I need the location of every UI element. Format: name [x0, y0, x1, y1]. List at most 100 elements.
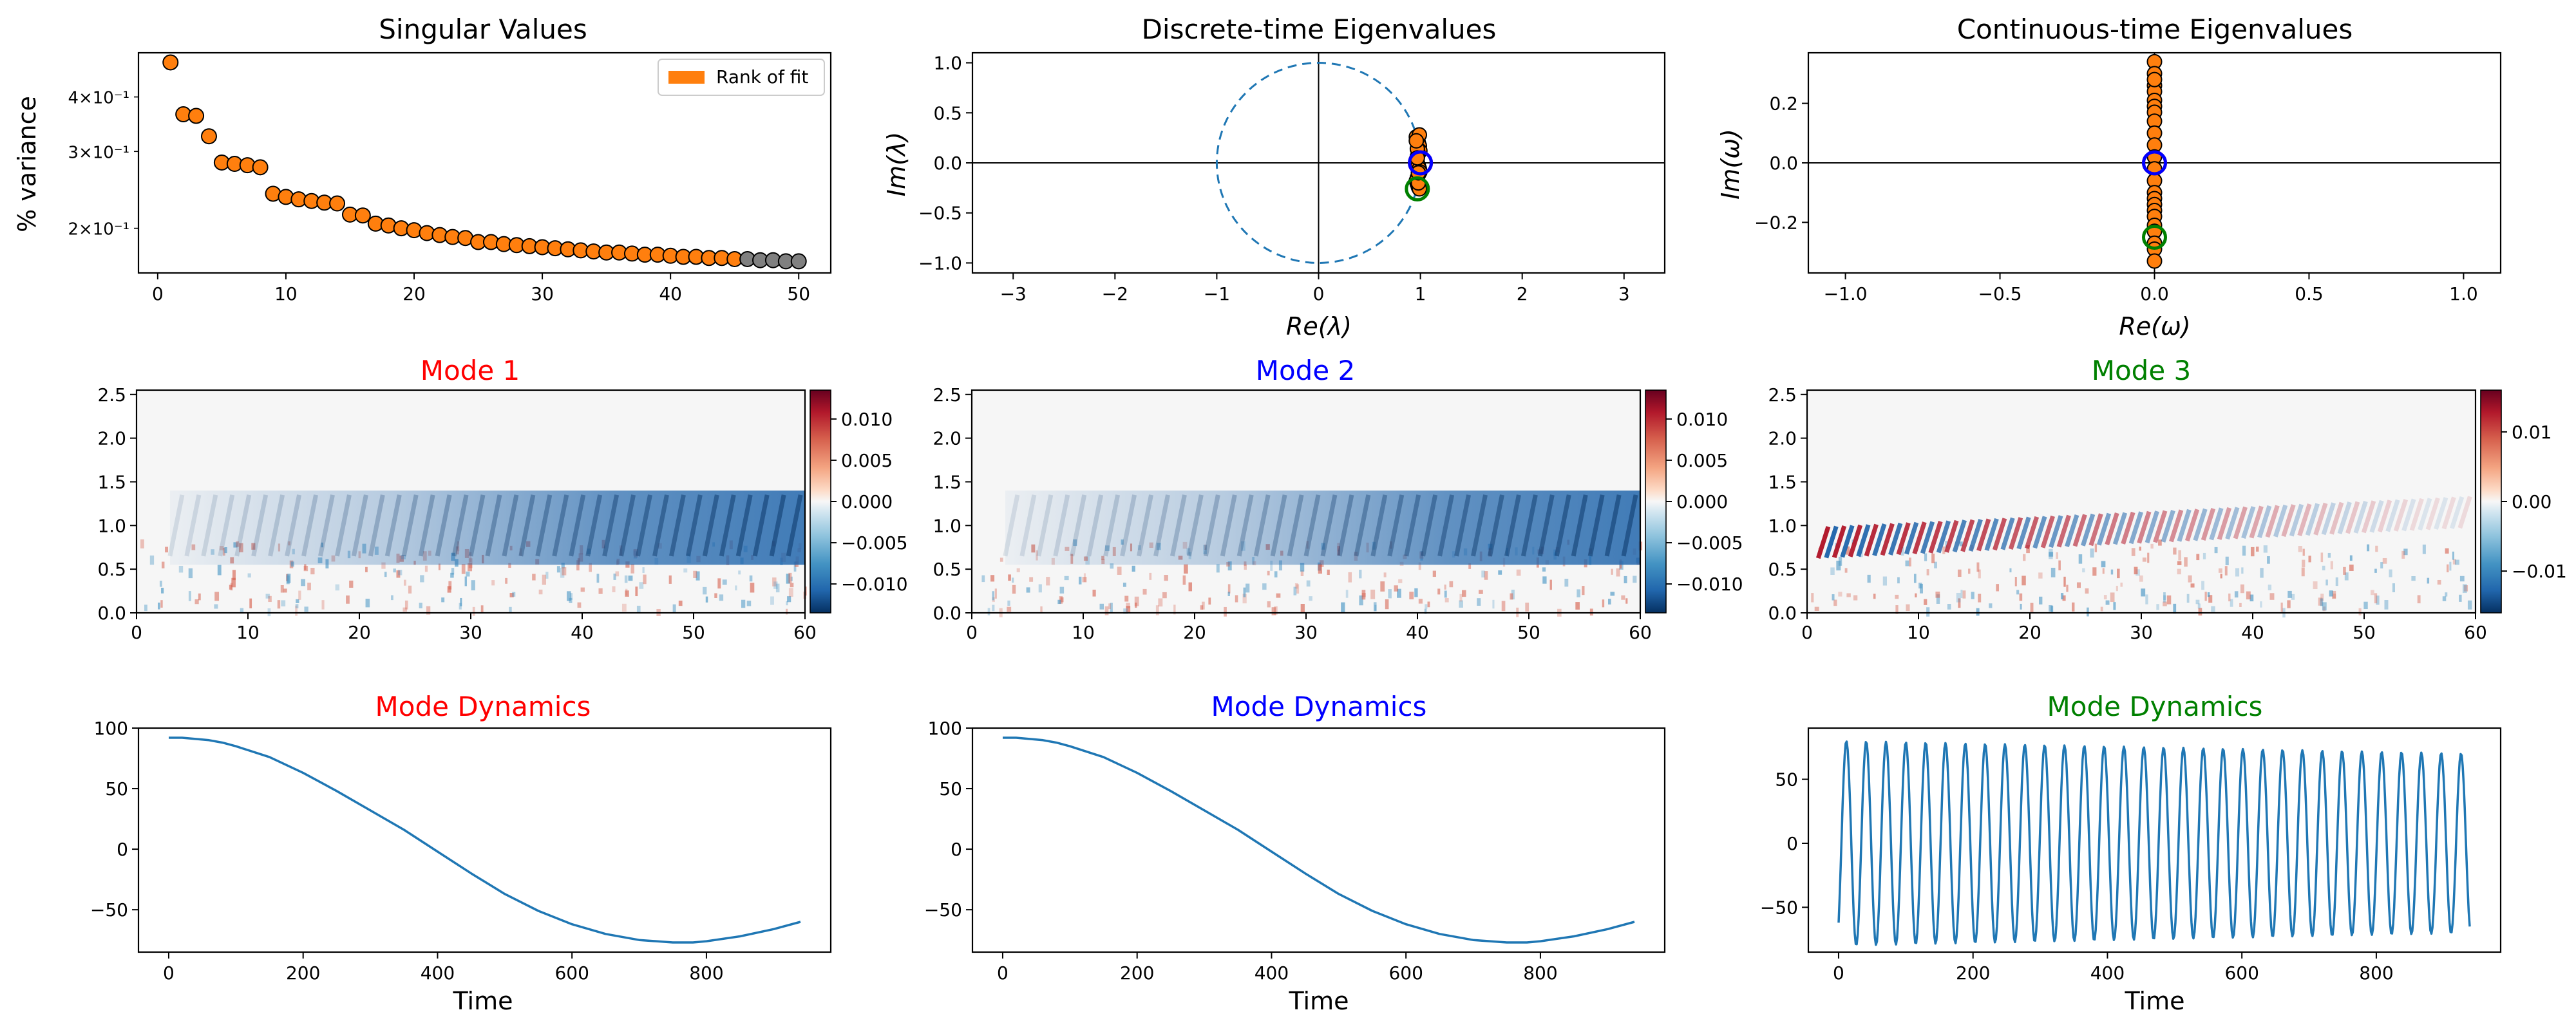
noise-cell — [2009, 568, 2012, 573]
wave-stripe — [1848, 524, 1863, 557]
x-tick-label: 1.0 — [2449, 283, 2478, 304]
colorbar-tick-label: 0.000 — [841, 491, 893, 512]
y-tick-label: 0.2 — [1769, 93, 1798, 115]
noise-cell — [1173, 604, 1176, 615]
noise-cell — [1484, 571, 1488, 580]
noise-cell — [2050, 567, 2056, 577]
noise-cell — [598, 588, 603, 594]
noise-cell — [194, 599, 199, 604]
noise-cell — [1915, 593, 1917, 597]
noise-cell — [247, 573, 251, 578]
y-tick-label: 1.0 — [933, 53, 962, 74]
wave-stripe — [2345, 501, 2360, 534]
wave-stripe — [2217, 507, 2232, 540]
x-tick-label: 800 — [1523, 962, 1557, 984]
noise-cell — [2250, 547, 2255, 557]
wave-stripe — [2257, 505, 2272, 538]
noise-cell — [2056, 552, 2058, 559]
noise-cell — [1976, 562, 1980, 572]
wave-stripe — [1520, 494, 1538, 557]
noise-cell — [738, 570, 741, 575]
noise-cell — [994, 588, 997, 599]
noise-cell — [461, 564, 466, 574]
noise-cell — [2374, 593, 2378, 604]
noise-cell — [448, 581, 452, 590]
wave-stripe — [652, 494, 669, 557]
noise-cell — [460, 597, 462, 606]
noise-cell — [2016, 590, 2020, 595]
noise-cell — [304, 564, 307, 570]
noise-cell — [307, 583, 311, 590]
noise-cell — [1633, 576, 1637, 583]
noise-cell — [2260, 601, 2262, 608]
noise-cell — [1564, 579, 1569, 587]
noise-cell — [249, 598, 252, 608]
x-tick-label: 0.5 — [2295, 283, 2324, 304]
noise-cell — [1958, 598, 1961, 608]
noise-cell — [1838, 592, 1842, 597]
x-tick-label: 600 — [1388, 962, 1423, 984]
wave-stripe — [1287, 494, 1304, 557]
noise-cell — [1059, 586, 1065, 594]
x-tick-label: 2 — [1517, 283, 1528, 304]
wave-stripe — [2072, 514, 2087, 547]
wave-stripe — [1437, 494, 1455, 557]
noise-cell — [1274, 571, 1278, 577]
noise-cell — [2403, 548, 2408, 556]
noise-cell — [1947, 604, 1951, 610]
wave-stripe — [1471, 494, 1488, 557]
noise-cell — [2063, 576, 2066, 587]
noise-cell — [159, 581, 162, 587]
noise-cell — [2242, 545, 2246, 556]
noise-cell — [2158, 539, 2162, 546]
noise-cell — [542, 574, 547, 585]
noise-cell — [1134, 603, 1137, 608]
wave-stripe — [1137, 494, 1153, 557]
wave-stripe — [2393, 498, 2409, 532]
noise-cell — [1345, 590, 1349, 598]
noise-cell — [396, 570, 401, 578]
noise-cell — [2462, 584, 2467, 594]
wave-stripe — [569, 494, 586, 557]
noise-cell — [2241, 567, 2244, 574]
noise-cell — [1082, 577, 1087, 583]
series-line — [1837, 740, 2471, 946]
noise-cell — [1924, 553, 1927, 561]
wave-stripe — [1370, 494, 1388, 557]
noise-cell — [2066, 585, 2069, 592]
noise-cell — [2267, 556, 2270, 564]
noise-cell — [1846, 593, 1851, 597]
noise-cell — [277, 600, 281, 609]
wave-stripe — [2281, 504, 2296, 538]
wave-stripe — [2137, 510, 2152, 544]
x-tick-label: 400 — [2090, 962, 2125, 984]
eigenvalue-point — [1408, 133, 1425, 149]
noise-cell — [2201, 581, 2204, 590]
noise-cell — [1271, 607, 1276, 615]
y-tick-label: −50 — [90, 899, 128, 921]
y-tick-label: 4×10⁻¹ — [68, 89, 129, 108]
noise-cell — [384, 572, 387, 577]
noise-cell — [703, 586, 707, 595]
noise-cell — [1294, 583, 1298, 589]
wave-stripe — [1070, 494, 1087, 557]
discrete-eigenvalues-panel: Discrete-time Eigenvalues Re(λ) Im(λ) −3… — [882, 14, 1666, 341]
noise-cell — [2163, 595, 2166, 601]
noise-cell — [2058, 560, 2061, 570]
noise-cell — [621, 603, 627, 612]
wave-stripe — [218, 494, 235, 557]
noise-cell — [992, 604, 995, 612]
wave-stripe — [2000, 517, 2015, 550]
wave-stripe — [401, 494, 419, 557]
y-tick-label: 2.0 — [1768, 428, 1797, 449]
noise-cell — [2452, 551, 2454, 560]
noise-cell — [441, 597, 445, 603]
noise-cell — [1134, 596, 1139, 606]
noise-cell — [788, 572, 792, 583]
legend-swatch — [668, 71, 705, 84]
noise-cell — [625, 588, 628, 596]
wave-stripe — [2458, 496, 2472, 529]
noise-cell — [786, 601, 788, 606]
wave-stripe — [1824, 525, 1839, 559]
noise-cell — [2014, 577, 2017, 586]
